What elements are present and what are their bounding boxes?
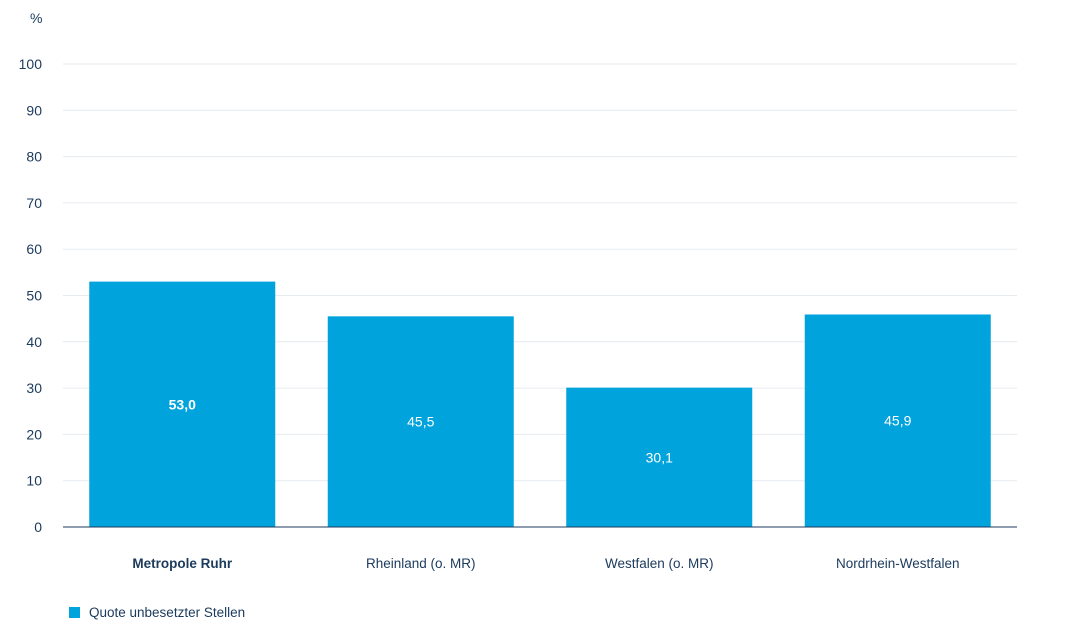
bar-value-label: 53,0 bbox=[169, 396, 196, 412]
bar-value-label: 45,5 bbox=[407, 414, 434, 430]
x-category-label: Nordrhein-Westfalen bbox=[836, 556, 960, 571]
y-tick-label: 0 bbox=[34, 519, 42, 535]
y-tick-label: 90 bbox=[26, 102, 42, 118]
y-tick-label: 50 bbox=[26, 288, 42, 304]
bar bbox=[327, 316, 514, 527]
bars: 53,0 45,5 30,1 45,9 bbox=[89, 281, 991, 527]
y-tick-label: 10 bbox=[26, 473, 42, 489]
y-tick-label: 60 bbox=[26, 241, 42, 257]
bar-value-label: 45,9 bbox=[884, 413, 911, 429]
y-tick-label: 70 bbox=[26, 195, 42, 211]
legend-label: Quote unbesetzter Stellen bbox=[89, 605, 246, 620]
bar-value-label: 30,1 bbox=[646, 449, 673, 465]
y-axis-unit-label: % bbox=[30, 10, 42, 26]
y-axis-ticks: 0 10 20 30 40 50 60 70 80 90 100 bbox=[19, 56, 43, 535]
y-tick-label: 100 bbox=[19, 56, 43, 72]
y-tick-label: 30 bbox=[26, 380, 42, 396]
x-category-label: Rheinland (o. MR) bbox=[366, 556, 476, 571]
x-category-label: Westfalen (o. MR) bbox=[605, 556, 714, 571]
bar bbox=[566, 387, 753, 527]
bar bbox=[804, 314, 991, 527]
y-tick-label: 80 bbox=[26, 149, 42, 165]
bar bbox=[89, 281, 276, 527]
x-category-label: Metropole Ruhr bbox=[132, 556, 232, 571]
legend: Quote unbesetzter Stellen bbox=[69, 605, 245, 620]
y-tick-label: 20 bbox=[26, 426, 42, 442]
x-axis-category-labels: Metropole Ruhr Rheinland (o. MR) Westfalen… bbox=[132, 556, 959, 571]
legend-swatch bbox=[69, 607, 80, 618]
y-tick-label: 40 bbox=[26, 334, 42, 350]
